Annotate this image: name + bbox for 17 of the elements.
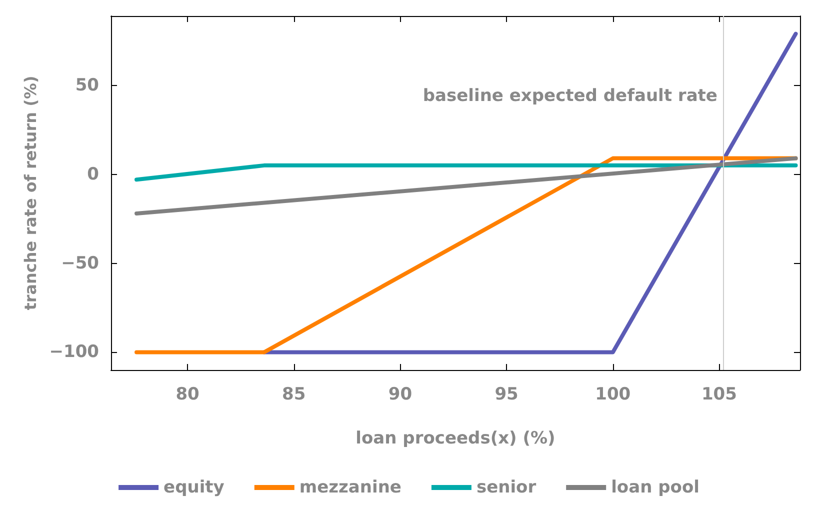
legend-label: loan pool — [611, 478, 700, 498]
legend-label: equity — [164, 478, 224, 498]
x-axis-title: loan proceeds(x) (%) — [356, 428, 556, 448]
legend-label: mezzanine — [299, 478, 402, 498]
y-axis-title: tranche rate of return (%) — [20, 76, 40, 310]
x-tick-label: 90 — [388, 384, 412, 404]
x-tick-label: 105 — [701, 384, 737, 404]
x-tick-label: 80 — [176, 384, 200, 404]
x-tick-label: 85 — [282, 384, 306, 404]
y-tick-label: −100 — [49, 342, 100, 362]
y-tick-label: −50 — [61, 253, 100, 274]
y-tick-label: 50 — [75, 75, 100, 96]
legend-label: senior — [476, 478, 537, 498]
ref-line-label: baseline expected default rate — [422, 86, 718, 106]
x-tick-label: 100 — [595, 384, 631, 404]
x-tick-label: 95 — [494, 384, 518, 404]
y-tick-label: 0 — [87, 164, 100, 184]
